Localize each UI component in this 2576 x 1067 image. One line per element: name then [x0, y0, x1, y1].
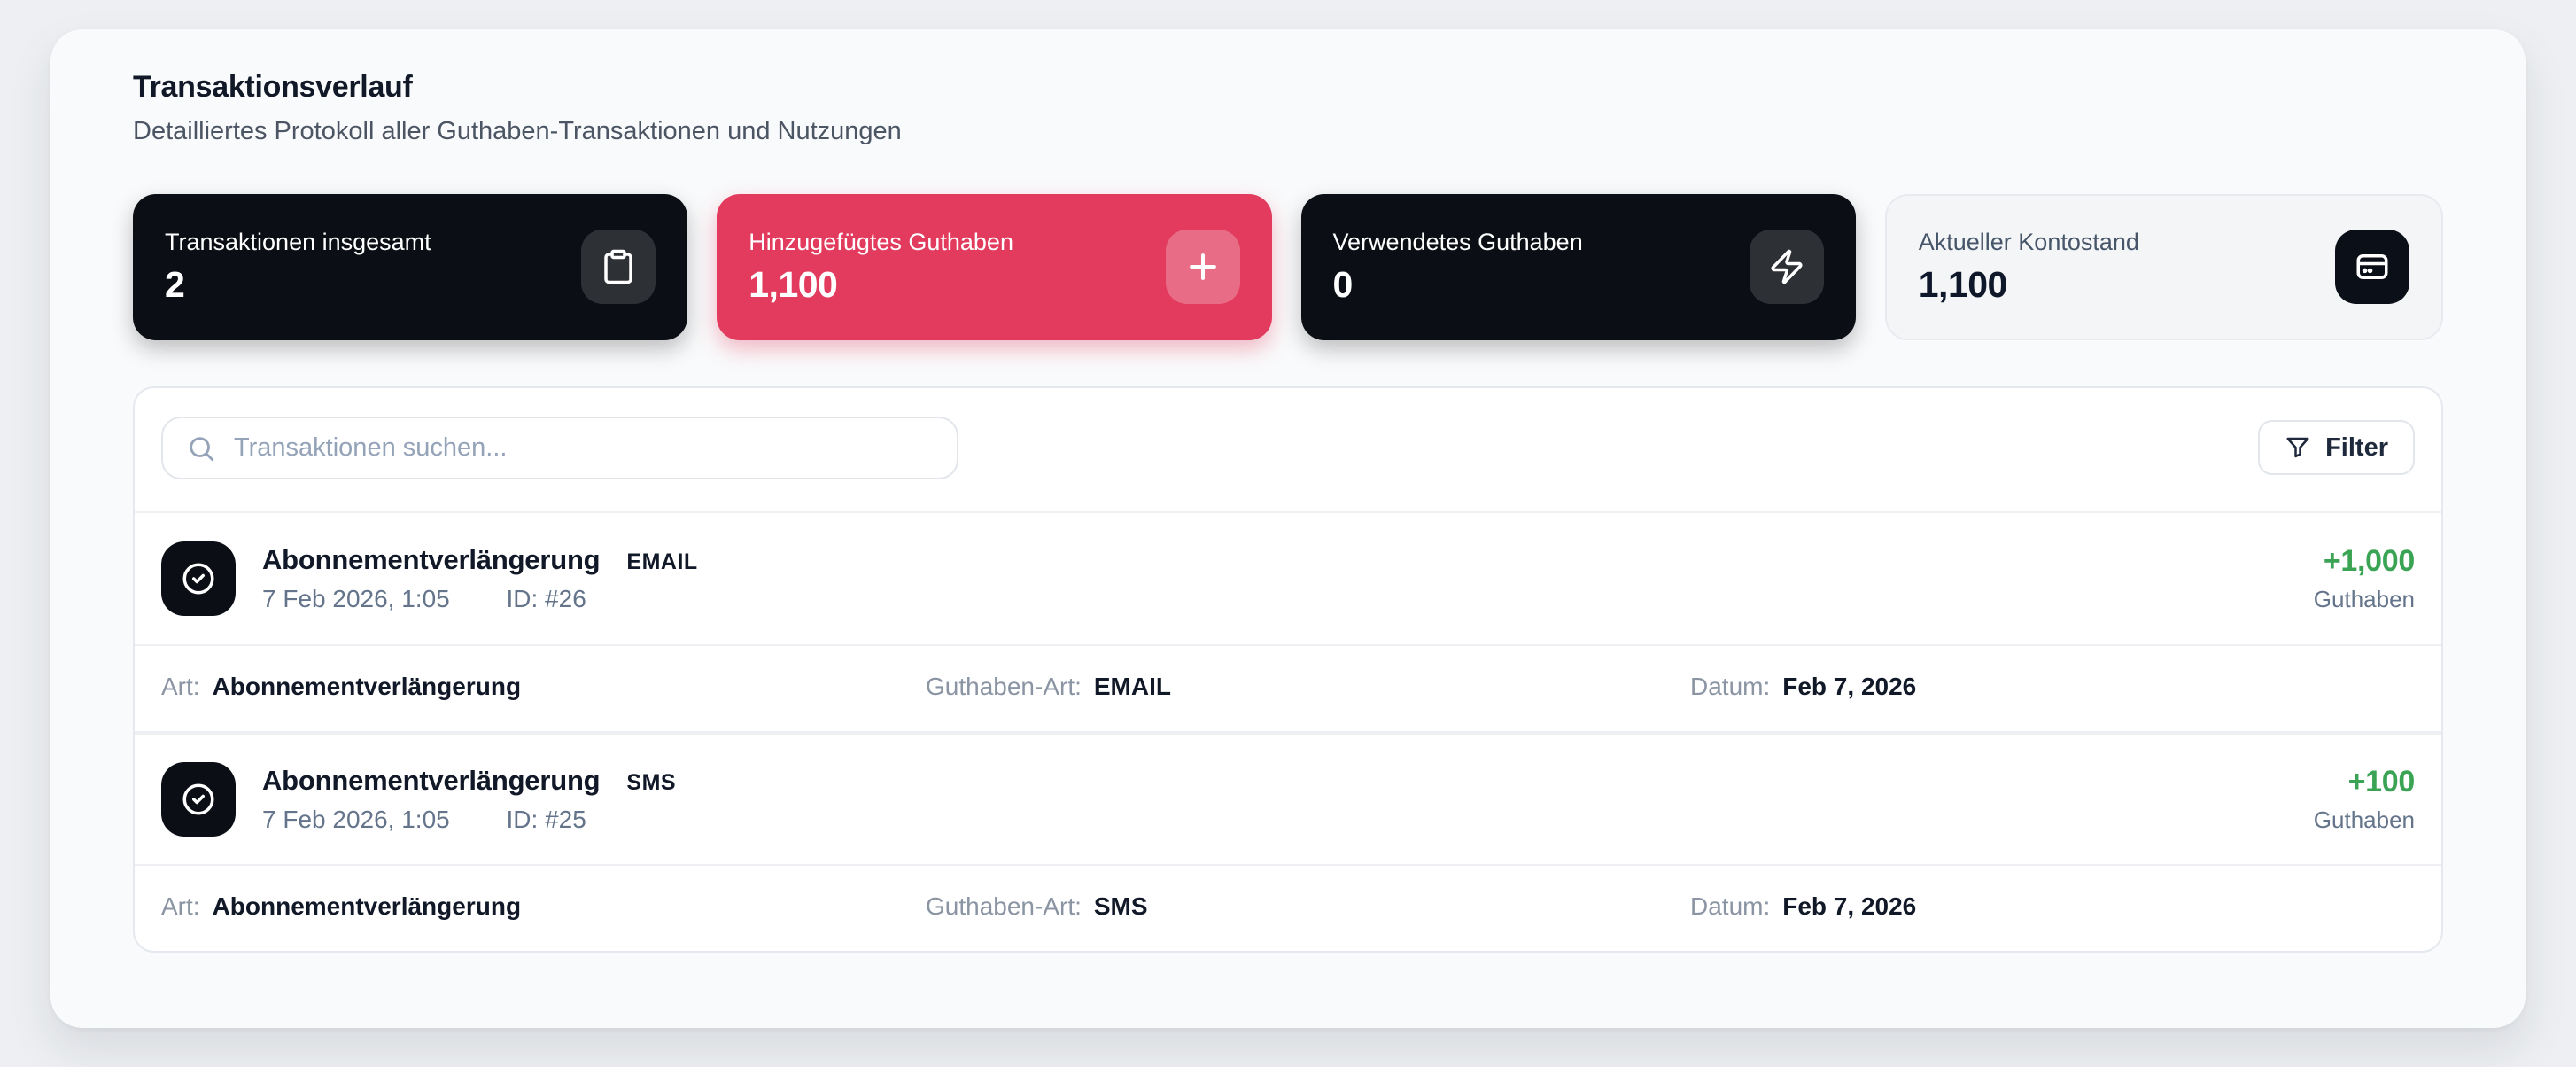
transaction-id: ID: #26 [506, 584, 586, 612]
transaction-id: ID: #25 [506, 805, 586, 833]
circle-check-icon [161, 761, 236, 837]
search-icon [190, 436, 214, 461]
stat-value: 0 [1332, 263, 1354, 305]
page-title: Transaktionsverlauf [133, 70, 413, 104]
transaction-datetime: 7 Feb 2026, 1:05 [262, 584, 450, 612]
detail-date-label: Datum: [1690, 892, 1771, 920]
stats-row: Transaktionen insgesamt 2 Hinzugefügtes … [133, 193, 2443, 340]
credit-type-badge: EMAIL [626, 549, 698, 574]
transaction-list-card: Filter Abonnementverlängerung EMAIL 7 F [133, 386, 2443, 953]
stat-label: Transaktionen insgesamt [165, 229, 431, 256]
detail-art-label: Art: [161, 892, 200, 920]
detail-art-label: Art: [161, 672, 200, 700]
funnel-icon [2286, 437, 2309, 458]
transaction-amount-unit: Guthaben [2313, 806, 2415, 833]
search-box [161, 416, 958, 479]
transaction-amount: +100 [2347, 764, 2416, 798]
filter-button[interactable]: Filter [2258, 420, 2415, 475]
stat-value: 1,100 [749, 263, 838, 305]
stat-label: Aktueller Kontostand [1918, 229, 2139, 256]
stat-card-total-transactions: Transaktionen insgesamt 2 [133, 193, 688, 340]
page-subtitle: Detailliertes Protokoll aller Guthaben-T… [133, 116, 902, 145]
transaction-details-row: Art: Abonnementverlängerung Guthaben-Art… [135, 863, 2441, 951]
stat-value: 1,100 [1918, 263, 2008, 305]
transaction-history-panel: Transaktionsverlauf Detailliertes Protok… [50, 29, 2526, 1028]
detail-type-label: Guthaben-Art: [926, 892, 1082, 920]
credit-type-badge: SMS [626, 769, 677, 795]
clipboard-icon [581, 230, 656, 304]
stat-card-current-balance: Aktueller Kontostand 1,100 [1884, 193, 2443, 340]
transaction-title: Abonnementverlängerung [262, 543, 601, 575]
stat-card-used-credit: Verwendetes Guthaben 0 [1300, 193, 1856, 340]
stat-value: 2 [165, 263, 185, 305]
detail-type-label: Guthaben-Art: [926, 672, 1082, 700]
detail-type-value: EMAIL [1093, 672, 1171, 700]
transaction-title: Abonnementverlängerung [262, 764, 601, 796]
transaction-amount-unit: Guthaben [2313, 585, 2415, 612]
transaction-amount: +1,000 [2323, 543, 2415, 578]
stat-card-added-credit: Hinzugefügtes Guthaben 1,100 [717, 193, 1272, 340]
transaction-main-row[interactable]: Abonnementverlängerung EMAIL 7 Feb 2026,… [135, 513, 2441, 644]
transaction-datetime: 7 Feb 2026, 1:05 [262, 805, 450, 833]
transaction-row: Abonnementverlängerung EMAIL 7 Feb 2026,… [135, 510, 2441, 731]
detail-art-value: Abonnementverlängerung [212, 672, 522, 700]
list-toolbar: Filter [135, 388, 2441, 511]
detail-date-value: Feb 7, 2026 [1782, 672, 1917, 700]
transaction-row: Abonnementverlängerung SMS 7 Feb 2026, 1… [135, 730, 2441, 951]
detail-type-value: SMS [1093, 892, 1148, 920]
lightning-icon [1749, 230, 1824, 304]
detail-date-label: Datum: [1690, 672, 1771, 700]
filter-button-label: Filter [2325, 432, 2388, 462]
stat-label: Hinzugefügtes Guthaben [749, 229, 1013, 256]
detail-date-value: Feb 7, 2026 [1782, 892, 1917, 920]
transaction-details-row: Art: Abonnementverlängerung Guthaben-Art… [135, 643, 2441, 731]
plus-icon [1165, 230, 1240, 304]
stat-label: Verwendetes Guthaben [1332, 229, 1583, 256]
circle-check-icon [161, 541, 236, 616]
credit-card-icon [2335, 230, 2409, 304]
transaction-main-row[interactable]: Abonnementverlängerung SMS 7 Feb 2026, 1… [135, 732, 2441, 864]
detail-art-value: Abonnementverlängerung [212, 892, 522, 920]
search-input[interactable] [161, 416, 958, 479]
